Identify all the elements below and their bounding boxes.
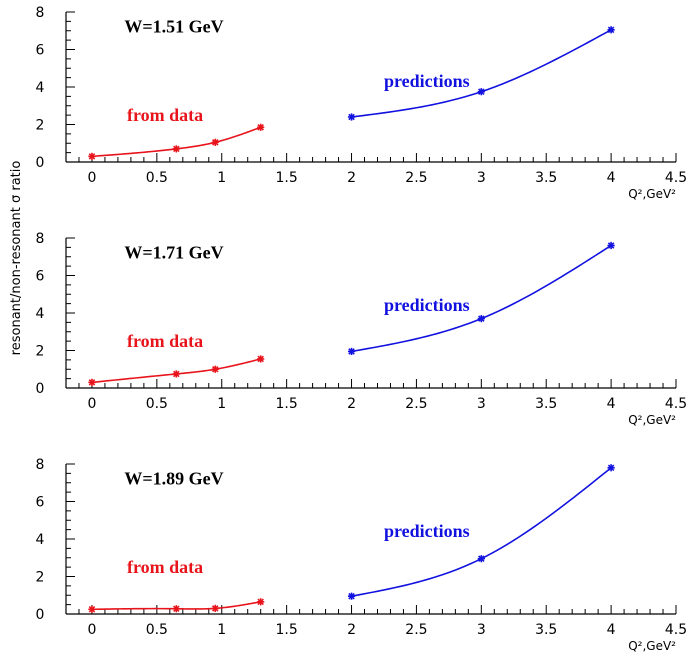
y-tick-label: 8 <box>36 457 45 473</box>
x-tick-label: 3.5 <box>535 622 557 638</box>
x-tick-label: 2.5 <box>405 622 427 638</box>
x-tick-label: 0.5 <box>146 622 168 638</box>
chart-panel-3: 0 2 4 6 8 0 0.5 1 1.5 2 2.5 3 3.5 4 4.5Q²,GeV² W=1.89 G… <box>36 457 688 653</box>
y-tick-label: 2 <box>36 570 45 586</box>
panel-title: W=1.71 GeV <box>124 243 223 263</box>
x-tick-label: 4 <box>607 396 616 412</box>
prediction-point <box>607 464 615 472</box>
y-tick-label: 0 <box>36 607 45 623</box>
data-curve <box>91 358 261 384</box>
x-tick-label: 4.5 <box>665 170 687 186</box>
prediction-point <box>347 347 356 356</box>
data-point <box>88 378 96 386</box>
prediction-point <box>607 26 615 34</box>
x-axis-label: Q²,GeV² <box>628 413 676 427</box>
x-tick-label: 1.5 <box>276 622 298 638</box>
x-tick-label: 0 <box>87 170 96 186</box>
x-tick-label: 2.5 <box>405 396 427 412</box>
x-tick-label: 2.5 <box>405 170 427 186</box>
data-curve <box>91 126 261 158</box>
data-point <box>211 138 219 146</box>
data-curve <box>91 601 261 611</box>
x-tick-label: 0 <box>87 396 96 412</box>
prediction-point <box>347 113 356 121</box>
prediction-point <box>477 315 485 323</box>
from-data-label: from data <box>127 331 203 351</box>
x-tick-label: 2 <box>347 622 356 638</box>
y-tick-label: 6 <box>36 43 45 59</box>
predictions-label: predictions <box>384 295 470 315</box>
x-tick-label: 2 <box>347 170 356 186</box>
x-tick-label: 3 <box>477 396 486 412</box>
data-point <box>257 355 265 363</box>
data-point <box>257 598 265 606</box>
panel-title: W=1.51 GeV <box>124 17 223 37</box>
x-tick-label: 3 <box>477 170 486 186</box>
y-tick-label: 0 <box>36 155 45 171</box>
data-point <box>211 604 219 612</box>
x-tick-label: 3 <box>477 622 486 638</box>
x-tick-label: 4.5 <box>665 396 687 412</box>
data-point <box>257 123 265 131</box>
x-tick-label: 1 <box>217 622 226 638</box>
chart-panel-1: 0 2 4 6 8 0 0.5 1 1.5 2 2.5 3 3.5 4 4.5Q²,GeV² W=1.51 G… <box>36 5 688 201</box>
y-axis-label: resonant/non-resonant σ ratio <box>9 161 24 356</box>
x-tick-label: 1 <box>217 170 226 186</box>
x-tick-label: 0 <box>87 622 96 638</box>
y-tick-label: 4 <box>36 532 45 548</box>
chart-panel-2: 0 2 4 6 8 0 0.5 1 1.5 2 2.5 3 3.5 4 4.5Q²,GeV² W=1.71 G… <box>36 231 688 427</box>
x-tick-label: 0.5 <box>146 396 168 412</box>
x-tick-label: 3.5 <box>535 170 557 186</box>
x-tick-label: 1.5 <box>276 170 298 186</box>
prediction-point <box>607 241 615 250</box>
x-tick-label: 2 <box>347 396 356 412</box>
y-tick-label: 6 <box>36 269 45 285</box>
data-point <box>88 152 96 160</box>
from-data-label: from data <box>127 557 203 577</box>
y-tick-label: 4 <box>36 80 45 96</box>
predictions-label: predictions <box>384 71 470 91</box>
data-point <box>172 145 180 153</box>
x-tick-label: 4 <box>607 622 616 638</box>
from-data-label: from data <box>127 105 203 125</box>
prediction-point <box>347 592 356 600</box>
y-tick-label: 2 <box>36 344 45 360</box>
y-tick-label: 8 <box>36 231 45 247</box>
x-tick-label: 3.5 <box>535 396 557 412</box>
x-axis-label: Q²,GeV² <box>628 187 676 201</box>
y-tick-label: 0 <box>36 381 45 397</box>
x-axis-label: Q²,GeV² <box>628 639 676 653</box>
predictions-label: predictions <box>384 521 470 541</box>
y-tick-label: 4 <box>36 306 45 322</box>
data-point <box>211 365 219 373</box>
data-point <box>172 605 180 613</box>
x-tick-label: 4.5 <box>665 622 687 638</box>
x-tick-label: 0.5 <box>146 170 168 186</box>
prediction-point <box>477 555 485 563</box>
x-tick-label: 1 <box>217 396 226 412</box>
x-tick-label: 4 <box>607 170 616 186</box>
prediction-point <box>477 88 485 96</box>
data-point <box>172 370 180 378</box>
data-point <box>88 605 96 613</box>
y-tick-label: 8 <box>36 5 45 21</box>
y-tick-label: 2 <box>36 118 45 134</box>
panel-title: W=1.89 GeV <box>124 469 223 489</box>
y-tick-label: 6 <box>36 495 45 511</box>
x-tick-label: 1.5 <box>276 396 298 412</box>
